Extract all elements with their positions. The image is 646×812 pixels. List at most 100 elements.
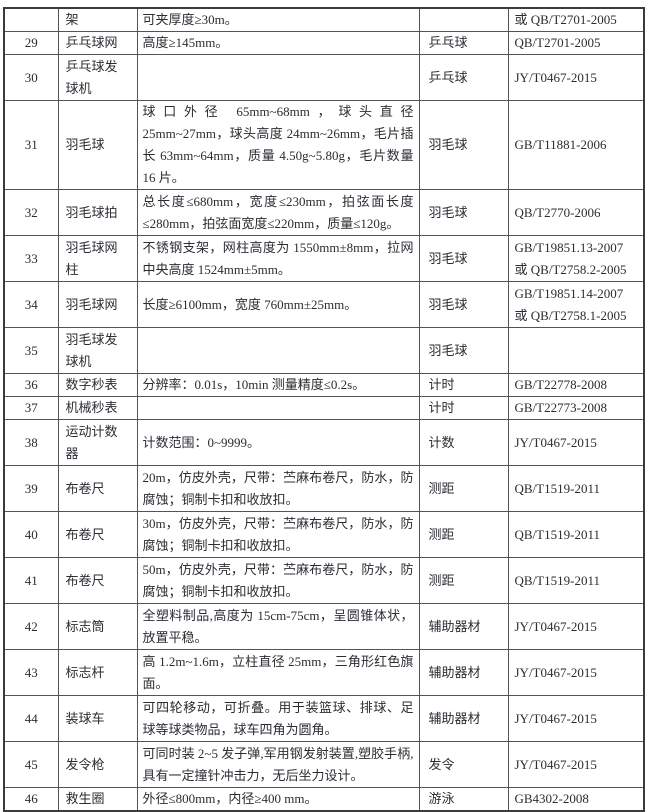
cell-category: 羽毛球	[418, 235, 509, 282]
cell-category: 羽毛球	[418, 281, 509, 328]
cell-item-name: 布卷尺	[57, 511, 138, 558]
cell-standard: QB/T1519-2011	[507, 465, 645, 512]
cell-item-name: 乒乓球发 球机	[57, 54, 138, 101]
cell-number: 30	[3, 54, 59, 101]
cell-item-name: 装球车	[57, 695, 138, 742]
cell-specification: 可同时装 2~5 发子弹,军用钢发射装置,塑胶手柄,具有一定撞针冲击力，无后坐力…	[136, 741, 420, 788]
cell-specification: 高 1.2m~1.6m，立柱直径 25mm，三角形红色旗面。	[136, 649, 420, 696]
cell-specification: 长度≥6100mm，宽度 760mm±25mm。	[136, 281, 420, 328]
cell-standard: JY/T0467-2015	[507, 54, 645, 101]
cell-number: 37	[3, 396, 59, 420]
cell-item-name: 标志筒	[57, 603, 138, 650]
cell-item-name: 数字秒表	[57, 373, 138, 397]
cell-specification	[136, 327, 420, 374]
cell-number: 38	[3, 419, 59, 466]
cell-category: 测距	[418, 465, 509, 512]
table-row: 32 羽毛球拍 总长度≤680mm，宽度≤230mm，拍弦面长度≤280mm，拍…	[3, 189, 645, 236]
cell-specification: 外径≤800mm，内径≥400 mm。	[136, 787, 420, 812]
cell-number: 35	[3, 327, 59, 374]
cell-category: 计数	[418, 419, 509, 466]
cell-standard: GB/T19851.13-2007 或 QB/T2758.2-2005	[507, 235, 645, 282]
document-page: 架 可夹厚度≥30m。 或 QB/T2701-2005 29 乒乓球网 高度≥1…	[3, 7, 645, 812]
cell-item-name: 羽毛球网 柱	[57, 235, 138, 282]
cell-number	[3, 7, 59, 32]
cell-specification: 可夹厚度≥30m。	[136, 7, 420, 32]
cell-item-name: 布卷尺	[57, 557, 138, 604]
cell-item-name: 发令枪	[57, 741, 138, 788]
cell-number: 40	[3, 511, 59, 558]
cell-specification: 总长度≤680mm，宽度≤230mm，拍弦面长度≤280mm，拍弦面宽度≤220…	[136, 189, 420, 236]
cell-item-name: 布卷尺	[57, 465, 138, 512]
cell-specification: 可四轮移动，可折叠。用于装篮球、排球、足球等球类物品，球车四角为圆角。	[136, 695, 420, 742]
cell-item-name: 羽毛球	[57, 100, 138, 190]
table-row: 35 羽毛球发 球机 羽毛球	[3, 327, 645, 374]
cell-standard: JY/T0467-2015	[507, 741, 645, 788]
cell-specification: 全塑料制品,高度为 15cm-75cm，呈圆锥体状，放置平稳。	[136, 603, 420, 650]
cell-standard: QB/T1519-2011	[507, 557, 645, 604]
cell-standard: GB/T11881-2006	[507, 100, 645, 190]
cell-item-name: 标志杆	[57, 649, 138, 696]
cell-standard	[507, 327, 645, 374]
cell-standard: GB/T22773-2008	[507, 396, 645, 420]
cell-standard: QB/T2770-2006	[507, 189, 645, 236]
cell-category: 游泳	[418, 787, 509, 812]
cell-number: 39	[3, 465, 59, 512]
table-row: 31 羽毛球 球口外径 65mm~68mm，球头直径 25mm~27mm，球头高…	[3, 100, 645, 190]
table-row: 40 布卷尺 30m，仿皮外壳，尺带：苎麻布卷尺，防水，防腐蚀；铜制卡扣和收放扣…	[3, 511, 645, 558]
cell-number: 29	[3, 31, 59, 55]
cell-item-name: 乒乓球网	[57, 31, 138, 55]
table-row: 44 装球车 可四轮移动，可折叠。用于装篮球、排球、足球等球类物品，球车四角为圆…	[3, 695, 645, 742]
table-row: 30 乒乓球发 球机 乒乓球 JY/T0467-2015	[3, 54, 645, 101]
cell-item-name: 救生圈	[57, 787, 138, 812]
table-body: 架 可夹厚度≥30m。 或 QB/T2701-2005 29 乒乓球网 高度≥1…	[3, 7, 645, 812]
cell-standard: QB/T1519-2011	[507, 511, 645, 558]
cell-specification: 20m，仿皮外壳，尺带：苎麻布卷尺，防水，防腐蚀；铜制卡扣和收放扣。	[136, 465, 420, 512]
cell-standard: JY/T0467-2015	[507, 603, 645, 650]
table-row: 36 数字秒表 分辨率：0.01s，10min 测量精度≤0.2s。 计时 GB…	[3, 373, 645, 397]
cell-standard: GB/T22778-2008	[507, 373, 645, 397]
cell-specification: 不锈钢支架，网柱高度为 1550mm±8mm，拉网中央高度 1524mm±5mm…	[136, 235, 420, 282]
cell-number: 45	[3, 741, 59, 788]
cell-category: 测距	[418, 557, 509, 604]
cell-category	[418, 7, 509, 32]
cell-item-name: 架	[57, 7, 138, 32]
cell-category: 计时	[418, 396, 509, 420]
table-row: 42 标志筒 全塑料制品,高度为 15cm-75cm，呈圆锥体状，放置平稳。 辅…	[3, 603, 645, 650]
cell-standard: GB4302-2008	[507, 787, 645, 812]
cell-standard: QB/T2701-2005	[507, 31, 645, 55]
cell-number: 42	[3, 603, 59, 650]
cell-category: 计时	[418, 373, 509, 397]
cell-item-name: 羽毛球网	[57, 281, 138, 328]
cell-item-name: 羽毛球发 球机	[57, 327, 138, 374]
cell-specification	[136, 54, 420, 101]
table-row: 架 可夹厚度≥30m。 或 QB/T2701-2005	[3, 7, 645, 32]
cell-number: 46	[3, 787, 59, 812]
table-row: 46 救生圈 外径≤800mm，内径≥400 mm。 游泳 GB4302-200…	[3, 787, 645, 812]
cell-category: 羽毛球	[418, 100, 509, 190]
cell-standard: JY/T0467-2015	[507, 695, 645, 742]
cell-category: 羽毛球	[418, 327, 509, 374]
cell-category: 辅助器材	[418, 649, 509, 696]
cell-number: 43	[3, 649, 59, 696]
cell-standard: JY/T0467-2015	[507, 649, 645, 696]
cell-specification: 分辨率：0.01s，10min 测量精度≤0.2s。	[136, 373, 420, 397]
cell-standard: JY/T0467-2015	[507, 419, 645, 466]
cell-specification: 50m，仿皮外壳，尺带：苎麻布卷尺，防水，防腐蚀；铜制卡扣和收放扣。	[136, 557, 420, 604]
cell-item-name: 运动计数 器	[57, 419, 138, 466]
table-row: 38 运动计数 器 计数范围：0~9999。 计数 JY/T0467-2015	[3, 419, 645, 466]
cell-category: 辅助器材	[418, 695, 509, 742]
cell-item-name: 羽毛球拍	[57, 189, 138, 236]
cell-number: 41	[3, 557, 59, 604]
table-row: 29 乒乓球网 高度≥145mm。 乒乓球 QB/T2701-2005	[3, 31, 645, 55]
cell-category: 乒乓球	[418, 31, 509, 55]
table-row: 37 机械秒表 计时 GB/T22773-2008	[3, 396, 645, 420]
cell-category: 测距	[418, 511, 509, 558]
cell-category: 羽毛球	[418, 189, 509, 236]
table-row: 33 羽毛球网 柱 不锈钢支架，网柱高度为 1550mm±8mm，拉网中央高度 …	[3, 235, 645, 282]
cell-standard: 或 QB/T2701-2005	[507, 7, 645, 32]
cell-category: 发令	[418, 741, 509, 788]
cell-specification: 30m，仿皮外壳，尺带：苎麻布卷尺，防水，防腐蚀；铜制卡扣和收放扣。	[136, 511, 420, 558]
cell-specification: 球口外径 65mm~68mm，球头直径 25mm~27mm，球头高度 24mm~…	[136, 100, 420, 190]
table-row: 45 发令枪 可同时装 2~5 发子弹,军用钢发射装置,塑胶手柄,具有一定撞针冲…	[3, 741, 645, 788]
table-row: 41 布卷尺 50m，仿皮外壳，尺带：苎麻布卷尺，防水，防腐蚀；铜制卡扣和收放扣…	[3, 557, 645, 604]
